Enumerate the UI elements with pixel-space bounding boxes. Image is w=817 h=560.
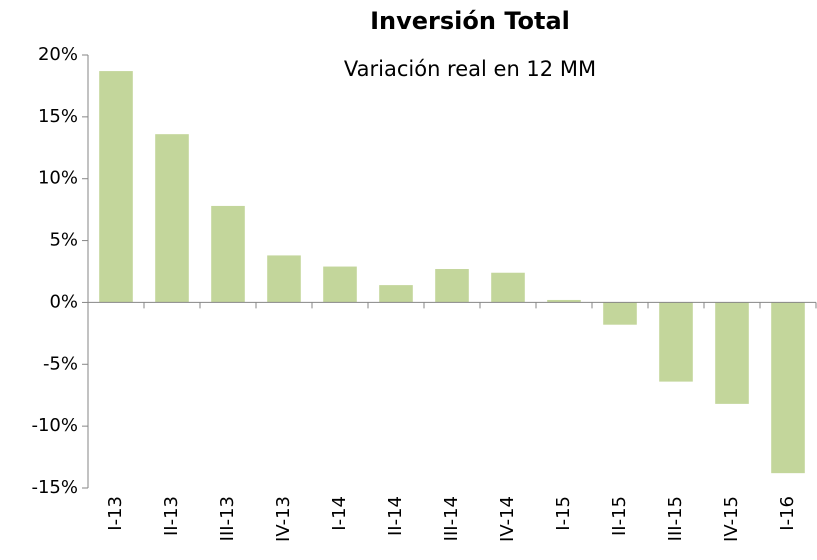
y-tick-label: -10% (31, 415, 78, 436)
y-tick-label: 5% (49, 230, 78, 251)
bar (267, 255, 301, 303)
x-tick-label: I-16 (777, 496, 798, 531)
bar (603, 302, 637, 325)
bar (771, 302, 805, 474)
y-tick-label: 0% (49, 291, 78, 312)
bar (547, 299, 581, 303)
y-tick-label: -5% (43, 353, 78, 374)
y-tick-label: -15% (31, 477, 78, 498)
bar (659, 302, 693, 382)
bar (435, 269, 469, 303)
y-tick-label: 15% (38, 106, 78, 127)
x-tick-label: III-14 (441, 496, 462, 541)
bar (491, 272, 525, 303)
x-tick-label: III-13 (217, 496, 238, 541)
x-tick-label: I-14 (329, 496, 350, 531)
x-tick-label: II-14 (385, 496, 406, 536)
chart-subtitle: Variación real en 12 MM (344, 57, 596, 81)
x-tick-label: I-13 (105, 496, 126, 531)
x-tick-label: IV-14 (497, 496, 518, 542)
y-tick-label: 10% (38, 168, 78, 189)
bar (323, 266, 357, 303)
bar (99, 71, 133, 303)
bar (379, 285, 413, 303)
y-tick-label: 20% (38, 44, 78, 65)
x-tick-label: IV-15 (721, 496, 742, 542)
x-tick-label: III-15 (665, 496, 686, 541)
bar (715, 302, 749, 404)
bar (155, 134, 189, 303)
bar (211, 205, 245, 303)
x-tick-label: II-13 (161, 496, 182, 536)
x-tick-label: I-15 (553, 496, 574, 531)
x-tick-label: IV-13 (273, 496, 294, 542)
chart-title: Inversión Total (370, 7, 570, 35)
x-tick-label: II-15 (609, 496, 630, 536)
